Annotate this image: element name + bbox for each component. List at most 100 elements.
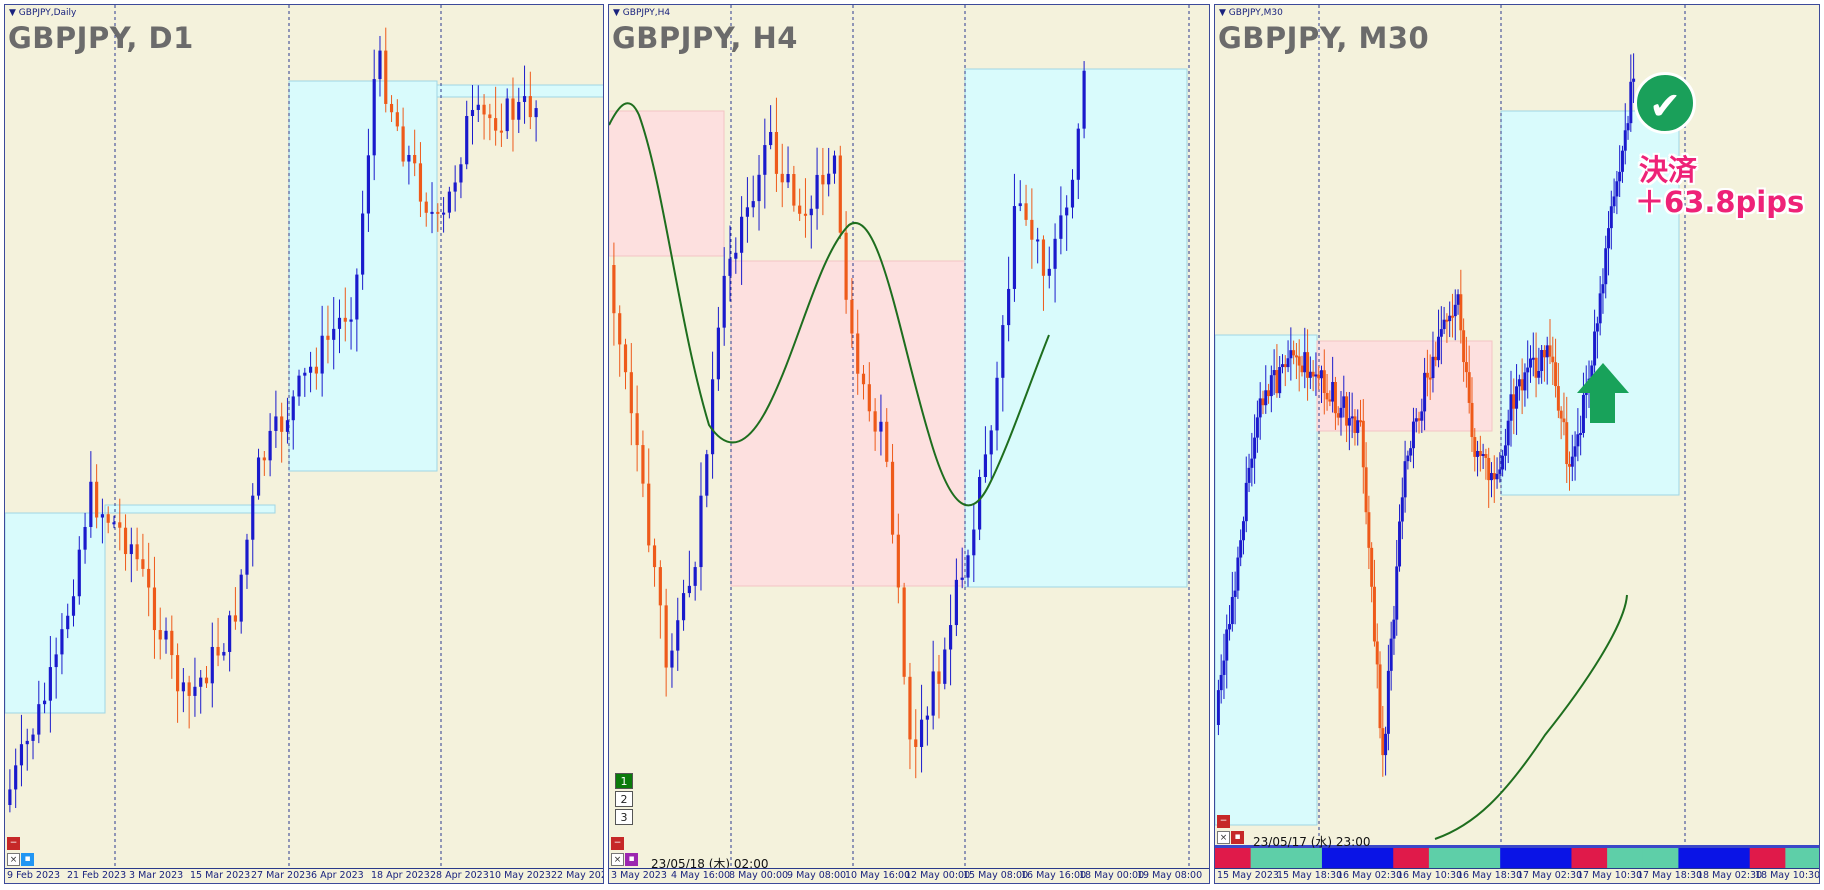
bear-candle (890, 461, 895, 535)
bull-candle (476, 104, 480, 110)
close-icon[interactable]: × (1217, 831, 1230, 844)
bull-candle (1400, 497, 1404, 522)
bull-candle (1618, 171, 1622, 182)
bull-candle (670, 650, 674, 668)
signal-bar-segment (1678, 847, 1715, 869)
moving-average-line (1434, 594, 1628, 840)
bull-candle (83, 526, 87, 550)
bull-candle (1384, 733, 1388, 756)
bull-candle (1244, 482, 1248, 522)
close-icon[interactable]: × (7, 853, 20, 866)
bull-candle (256, 457, 261, 496)
bull-candle (1581, 394, 1585, 433)
signal-bar-segment (1428, 847, 1466, 869)
bear-candle (635, 413, 639, 446)
bear-candle (1283, 364, 1287, 368)
bear-candle (844, 232, 848, 300)
bull-candle (1308, 371, 1312, 378)
bull-candle (129, 544, 133, 555)
bear-candle (612, 265, 616, 314)
bear-candle (280, 416, 284, 432)
bull-candle (1506, 420, 1510, 446)
bull-candle (757, 174, 761, 202)
bear-candle (1520, 379, 1524, 391)
bear-candle (1417, 418, 1421, 421)
bull-candle (1047, 268, 1051, 276)
bull-candle (1392, 619, 1396, 639)
bull-candle (1437, 336, 1441, 361)
bull-candle (14, 765, 18, 790)
signal-bar-segment (1749, 847, 1786, 869)
bear-candle (873, 411, 877, 432)
bull-candle (1007, 288, 1011, 326)
bear-candle (1556, 386, 1560, 411)
info-icon[interactable]: ▪ (21, 853, 34, 866)
bull-candle (1398, 521, 1402, 567)
bull-candle (1395, 566, 1399, 620)
settle-pips: ＋63.8pips (1635, 185, 1805, 219)
bull-candle (676, 620, 680, 651)
bear-candle (1292, 350, 1296, 356)
bear-candle (1294, 355, 1298, 358)
bull-candle (42, 700, 47, 705)
bull-candle (1531, 357, 1535, 360)
bull-candle (48, 667, 52, 701)
time-axis-label: 19 May 08:00 (1137, 870, 1203, 881)
close-trade-button[interactable]: − (1217, 815, 1230, 828)
bear-candle (1464, 362, 1468, 373)
bear-candle (187, 682, 191, 696)
chart-window-m30[interactable]: ▼ GBPJPY,M30 GBPJPY, M30 ✔ 決済 ＋63.8pips … (1214, 4, 1820, 884)
signal-button-2[interactable]: 2 (615, 791, 633, 807)
bull-candle (734, 252, 738, 259)
signal-button-3[interactable]: 3 (615, 809, 633, 825)
signal-bar-segment (1357, 847, 1394, 869)
bull-candle (112, 522, 116, 525)
bull-candle (447, 191, 451, 213)
bull-candle (978, 477, 982, 530)
signal-bar-segment (1321, 847, 1359, 869)
signal-button-1[interactable]: 1 (615, 773, 633, 789)
chart-window-d1[interactable]: ▼ GBPJPY,Daily GBPJPY, D1 − × ▪ 9 Feb 20… (4, 4, 604, 884)
bull-candle (1609, 206, 1613, 229)
price-chart-h4[interactable] (609, 5, 1210, 884)
bull-candle (827, 173, 831, 185)
price-chart-m30[interactable] (1215, 5, 1820, 884)
time-axis-label: 16 May 02:30 (1337, 870, 1403, 881)
bull-candle (972, 529, 976, 556)
signal-bar-segment (1607, 847, 1644, 869)
bear-candle (658, 567, 662, 606)
bear-candle (1370, 547, 1374, 587)
bull-candle (19, 744, 24, 766)
bull-candle (699, 495, 703, 568)
window-title-d1: ▼ GBPJPY,Daily (9, 8, 77, 18)
close-trade-button[interactable]: − (7, 837, 20, 850)
bull-candle (1286, 358, 1290, 368)
bear-candle (1434, 356, 1438, 361)
bull-candle (1515, 386, 1519, 409)
time-axis-d1: 9 Feb 2023 21 Feb 2023 3 Mar 2023 15 Mar 20… (5, 868, 603, 883)
bull-candle (1342, 396, 1346, 408)
close-trade-button[interactable]: − (611, 837, 624, 850)
window-title-m30: ▼ GBPJPY,M30 (1219, 8, 1283, 18)
bull-candle (1523, 372, 1527, 391)
bear-candle (1459, 294, 1463, 331)
bull-candle (372, 79, 376, 156)
bull-candle (407, 154, 411, 162)
bear-candle (1565, 422, 1569, 465)
bear-candle (1364, 467, 1368, 513)
bear-candle (494, 118, 498, 131)
bull-candle (763, 145, 767, 175)
bear-candle (664, 605, 668, 668)
bear-candle (216, 646, 220, 656)
bear-candle (1551, 356, 1555, 363)
bull-candle (1219, 674, 1223, 691)
bull-candle (274, 416, 278, 431)
settings-icon[interactable]: ▪ (625, 853, 638, 866)
close-icon[interactable]: × (611, 853, 624, 866)
bear-candle (937, 671, 941, 684)
bear-candle (1492, 473, 1496, 480)
bull-candle (291, 396, 295, 421)
price-chart-d1[interactable] (5, 5, 604, 884)
stop-icon[interactable]: ▪ (1231, 831, 1244, 844)
chart-window-h4[interactable]: ▼ GBPJPY,H4 GBPJPY, H4 1 2 3 − × ▪ 23/05… (608, 4, 1210, 884)
